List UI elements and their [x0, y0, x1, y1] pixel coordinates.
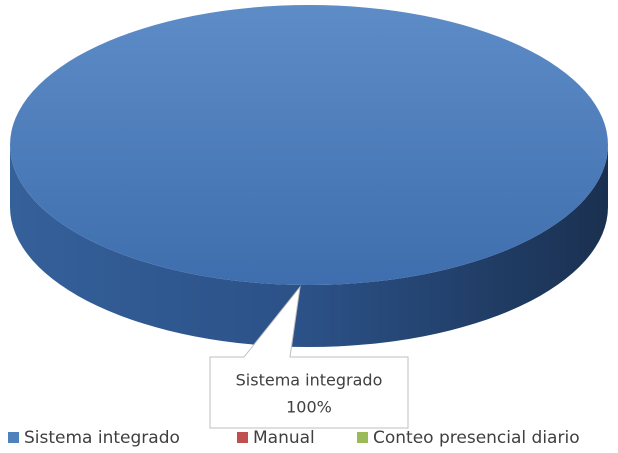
legend-label: Conteo presencial diario — [373, 428, 580, 448]
data-label-value: 100% — [286, 398, 332, 417]
pie-slice — [10, 5, 608, 285]
legend-swatch — [8, 432, 19, 443]
legend-swatch — [357, 432, 368, 443]
pie — [10, 5, 608, 347]
legend: Sistema integrado Manual Conteo presencial… — [8, 428, 580, 448]
legend-swatch — [237, 432, 248, 443]
legend-label: Manual — [253, 428, 315, 448]
pie-slice-side — [10, 145, 608, 347]
callout-box — [209, 285, 409, 429]
data-label-category: Sistema integrado — [236, 371, 383, 390]
data-label-callout: Sistema integrado 100% — [209, 285, 409, 429]
legend-label: Sistema integrado — [24, 428, 180, 448]
